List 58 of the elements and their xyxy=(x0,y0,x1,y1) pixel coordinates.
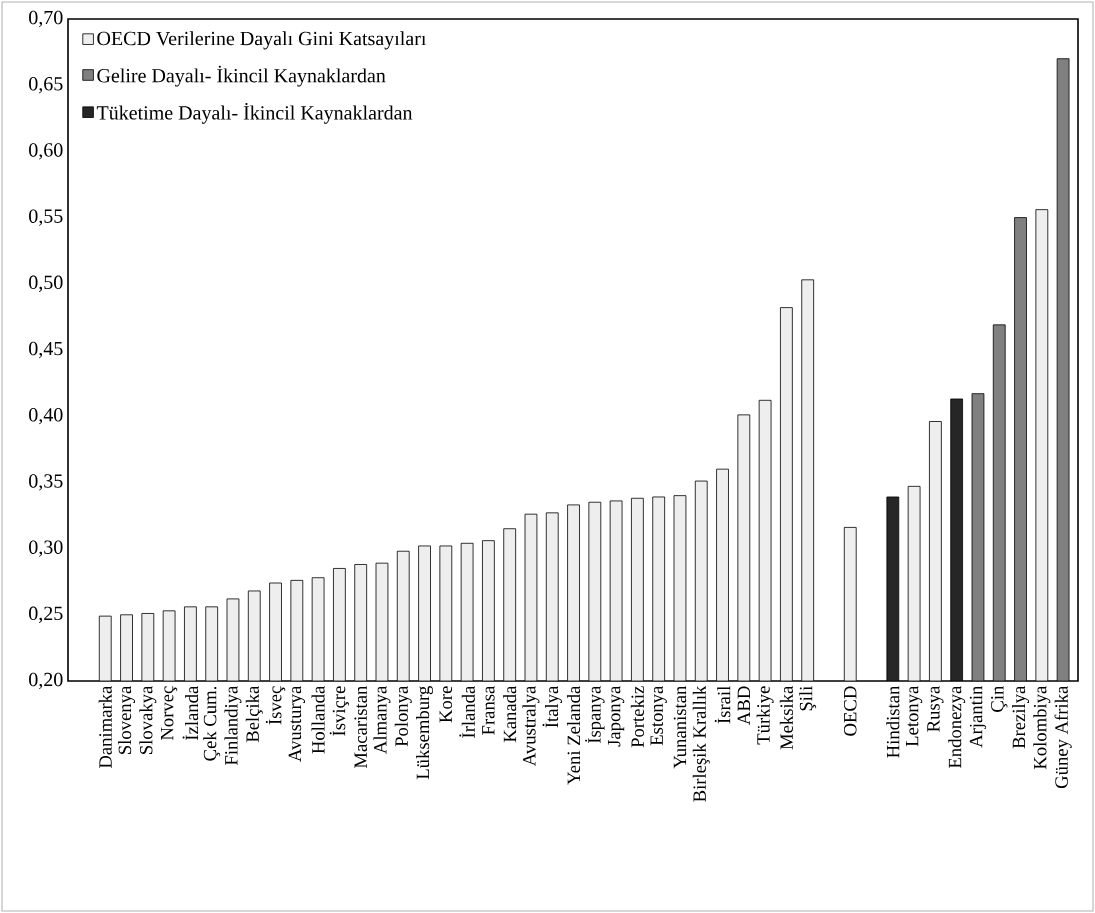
x-tick-label: Çek Cum. xyxy=(203,686,221,761)
x-tick-label: Danimarka xyxy=(98,685,112,769)
y-tick-label: 0,20 xyxy=(29,672,63,690)
legend-label: OECD Verilerine Dayalı Gini Katsayıları xyxy=(97,31,427,50)
x-tick-label: Kolombiya xyxy=(1033,685,1051,770)
x-tick-label: Brezilya xyxy=(1012,685,1030,749)
x-tick-label: Macaristan xyxy=(354,685,367,769)
x-tick-label: Arjantin xyxy=(969,685,987,748)
x-tick-label: Güney Afrika xyxy=(1054,685,1072,789)
x-tick-label: Meksika xyxy=(779,685,793,750)
x-tick-label: Fransa xyxy=(482,685,495,735)
y-tick-label: 0,55 xyxy=(29,209,63,226)
x-tick-label: OECD xyxy=(843,686,857,736)
x-tick-label: Lüksemburg xyxy=(416,686,434,780)
x-tick-label: Portekiz xyxy=(630,686,644,748)
x-tick-label: Belçika xyxy=(245,685,263,743)
x-tick-label: Yeni Zelanda xyxy=(566,685,581,785)
y-tick-label: 0,35 xyxy=(29,474,63,491)
x-tick-label: İsviçre xyxy=(329,686,350,736)
x-tick-label: Slovakya xyxy=(139,685,157,754)
y-tick-label: 0,25 xyxy=(29,606,63,623)
x-tick-label: Slovenya xyxy=(118,685,136,754)
x-tick-label: Türkiye xyxy=(756,686,774,745)
x-tick-label: Hindistan xyxy=(886,685,900,758)
x-tick-label: Çin xyxy=(991,685,1008,712)
x-tick-label: Polonya xyxy=(394,685,412,747)
x-tick-label: Avusturya xyxy=(288,685,306,762)
x-tick-label: Hollanda xyxy=(311,685,325,754)
y-tick-label: 0,50 xyxy=(29,275,63,292)
y-tick-label: 0,45 xyxy=(29,341,63,359)
x-tick-label: Endonezya xyxy=(948,685,966,769)
y-tick-label: 0,40 xyxy=(29,408,63,425)
x-tick-label: İtalya xyxy=(542,685,562,728)
x-tick-label: Letonya xyxy=(905,685,923,747)
x-tick-label: Kanada xyxy=(503,685,517,743)
x-tick-label: Şili xyxy=(799,686,817,711)
legend-label: Gelire Dayalı- İkincil Kaynaklardan xyxy=(97,65,386,87)
x-tick-label: Yunanistan xyxy=(673,685,687,769)
x-tick-label: İspanya xyxy=(585,685,605,744)
x-tick-label: Birleşik Krallık xyxy=(692,685,710,802)
x-tick-label: İsrail xyxy=(714,686,731,724)
y-tick-label: 0,65 xyxy=(29,77,63,94)
x-tick-label: Norveç xyxy=(161,686,178,741)
x-tick-label: Japonya xyxy=(607,685,625,747)
x-tick-label: Rusya xyxy=(927,685,944,732)
x-tick-label: İrlanda xyxy=(459,685,475,738)
legend-label: Tüketime Dayalı- İkincil Kaynaklardan xyxy=(96,102,413,124)
x-tick-label: ABD xyxy=(737,686,751,725)
x-tick-label: Avustralya xyxy=(522,685,540,767)
x-tick-label: İsveç xyxy=(265,686,286,725)
x-tick-label: Estonya xyxy=(650,685,667,746)
y-tick-label: 0,60 xyxy=(29,143,63,160)
x-tick-label: Finlandiya xyxy=(224,685,242,765)
x-tick-label: İzlanda xyxy=(182,685,199,740)
x-tick-label: Kore xyxy=(439,686,453,723)
y-tick-label: 0,70 xyxy=(29,10,63,28)
y-tick-label: 0,30 xyxy=(29,540,63,557)
x-tick-label: Almanya xyxy=(373,685,391,754)
